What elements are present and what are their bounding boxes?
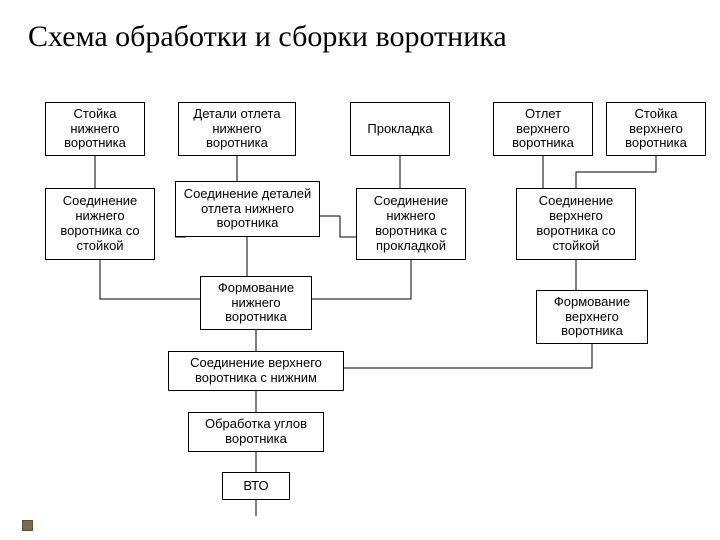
flowchart-edges xyxy=(0,0,720,540)
node-corner-finish: Обработка углов воротника xyxy=(188,412,324,452)
node-form-upper: Формование верхнего воротника xyxy=(536,290,648,344)
node-upper-stand: Стойка верхнего воротника xyxy=(606,102,706,156)
node-join-lower-flap: Соединение деталей отлета нижнего воротн… xyxy=(175,181,320,237)
node-interlining: Прокладка xyxy=(350,102,450,156)
node-form-lower: Формование нижнего воротника xyxy=(200,276,312,330)
slide-bullet-icon xyxy=(22,520,33,531)
node-lower-flap-parts: Детали отлета нижнего воротника xyxy=(178,102,296,156)
node-join-interlining: Соединение нижнего воротника с прокладко… xyxy=(356,188,466,260)
node-lower-stand: Стойка нижнего воротника xyxy=(45,102,145,156)
node-join-lower-stand: Соединение нижнего воротника со стойкой xyxy=(45,188,155,260)
node-wto: ВТО xyxy=(222,472,290,500)
node-join-upper-stand: Соединение верхнего воротника со стойкой xyxy=(516,188,636,260)
node-upper-flap: Отлет верхнего воротника xyxy=(493,102,593,156)
node-join-upper-lower: Соединение верхнего воротника с нижним xyxy=(168,351,344,391)
